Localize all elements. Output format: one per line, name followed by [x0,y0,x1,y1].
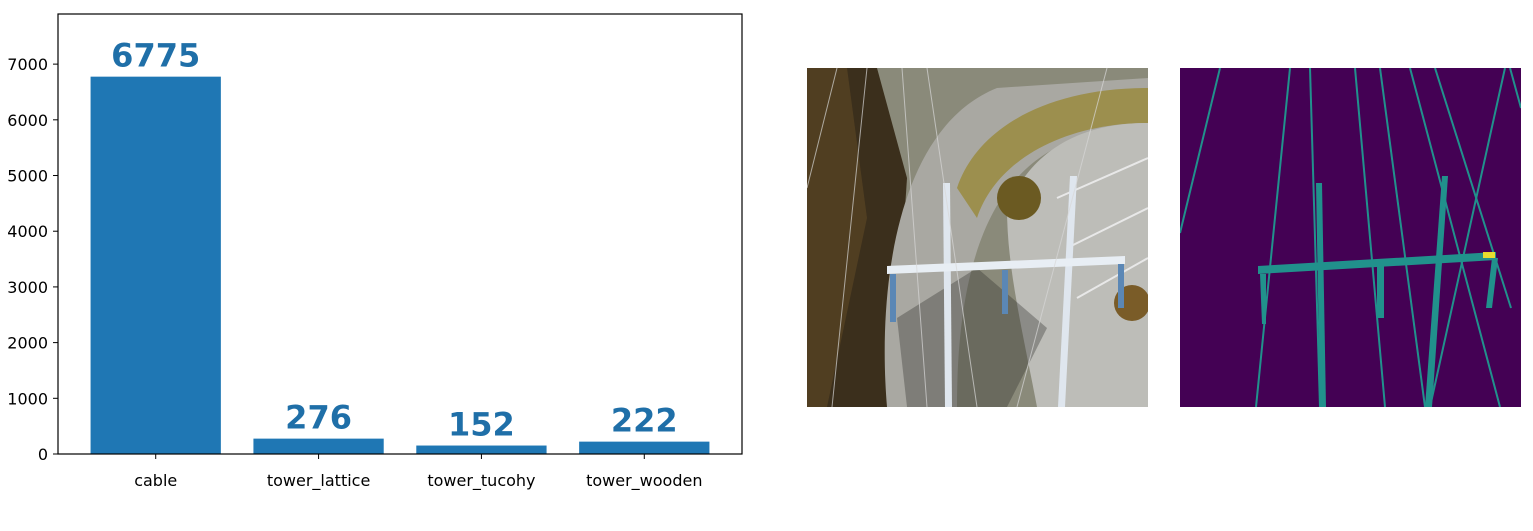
x-tick-label: tower_wooden [586,471,702,491]
y-tick-label: 1000 [7,389,48,408]
bar-chart: 0 1000 2000 3000 4000 5000 6000 7000 cable tower_… [7,13,743,491]
bar-value-label: 222 [611,402,678,440]
bar-value-label: 6775 [111,37,200,75]
bar-tower-tucohy [416,445,547,454]
bar-cable [90,76,221,454]
y-tick-label: 6000 [7,111,48,130]
x-tick-label: tower_lattice [267,471,370,491]
y-tick-label: 2000 [7,334,48,353]
bar-tower-lattice [253,438,384,454]
bar-tower-wooden [579,441,710,454]
chart-value-labels: 6775 276 152 222 [111,37,678,444]
segmentation-mask-icon [1180,68,1521,407]
chart-bars [90,76,710,454]
bar-value-label: 152 [448,406,515,444]
y-tick-label: 7000 [7,55,48,74]
x-tick-label: tower_tucohy [427,471,535,491]
chart-axes: 0 1000 2000 3000 4000 5000 6000 7000 cable tower_… [7,55,702,491]
y-tick-label: 4000 [7,222,48,241]
y-tick-label: 5000 [7,167,48,186]
plot-frame [57,13,743,455]
y-tick-label: 0 [38,445,48,464]
y-tick-label: 3000 [7,278,48,297]
aerial-powerline-photo-icon [807,68,1148,407]
x-tick-label: cable [134,471,177,490]
bar-value-label: 276 [285,399,352,437]
